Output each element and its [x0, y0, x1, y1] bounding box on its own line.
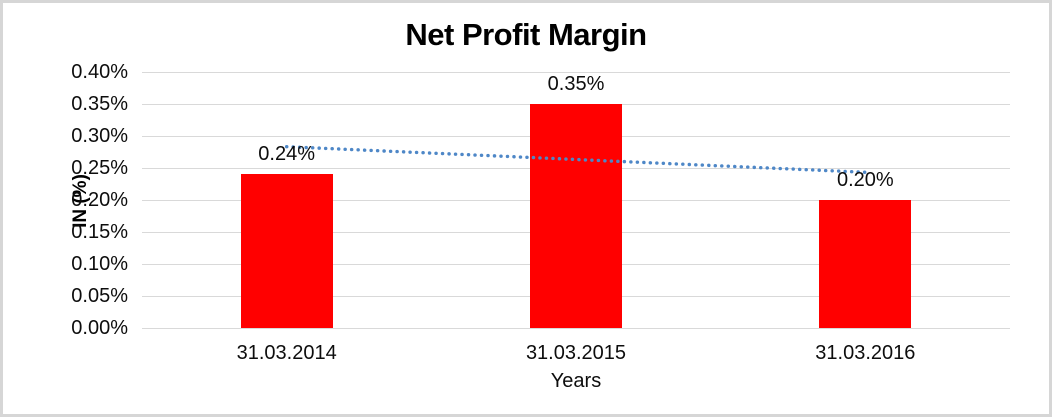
gridline	[142, 72, 1010, 73]
y-tick-label: 0.20%	[71, 189, 128, 211]
y-tick-label: 0.25%	[71, 157, 128, 179]
plot-area: 0.24% 0.35% 0.20%	[142, 72, 1010, 329]
trendline	[284, 144, 868, 174]
x-tick-label: 31.03.2015	[525, 342, 627, 364]
y-tick-label: 0.35%	[71, 93, 128, 115]
gridline	[142, 328, 1010, 329]
y-tick-label: 0.10%	[71, 253, 128, 275]
chart-title: Net Profit Margin	[405, 17, 647, 52]
y-tick-label: 0.30%	[71, 125, 128, 147]
data-label: 0.24%	[258, 143, 316, 166]
y-tick-label: 0.40%	[71, 61, 128, 83]
data-label: 0.20%	[836, 169, 894, 191]
x-tick-label: 31.03.2014	[236, 342, 337, 364]
data-label: 0.35%	[547, 73, 605, 95]
x-tick-label: 31.03.2016	[815, 342, 916, 364]
bar-31.03.2016	[819, 200, 912, 328]
bar-31.03.2014	[240, 174, 333, 328]
x-axis-title: Years	[550, 370, 602, 392]
y-tick-label: 0.05%	[71, 285, 128, 307]
bar-31.03.2015	[530, 104, 622, 328]
y-tick-label: 0.15%	[71, 221, 128, 243]
y-tick-label: 0.00%	[71, 317, 128, 339]
